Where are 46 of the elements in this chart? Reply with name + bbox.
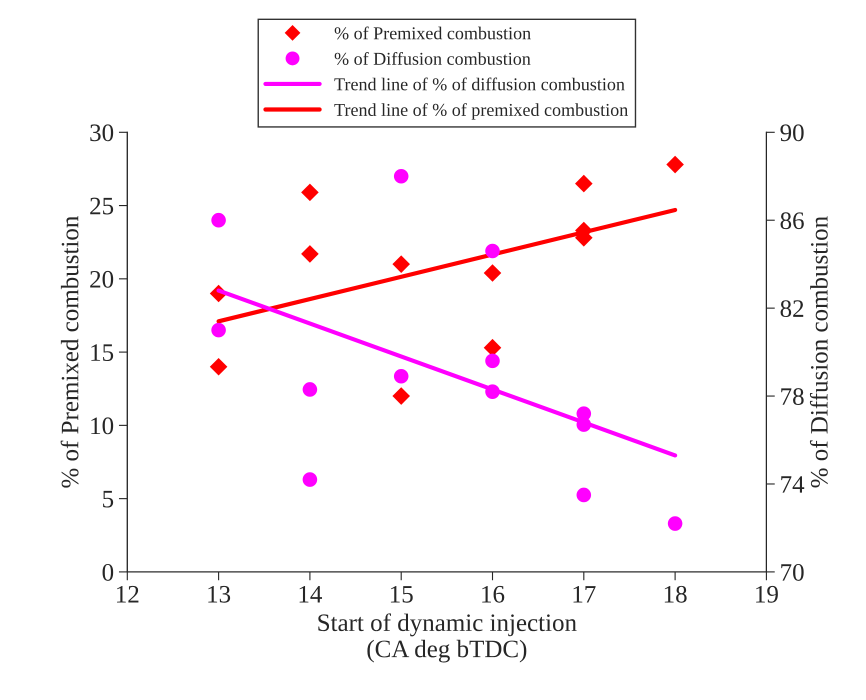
x-tick-label: 19 <box>756 586 778 603</box>
legend-label: % of Diffusion combustion <box>334 52 531 65</box>
point <box>575 174 593 192</box>
point <box>394 168 408 184</box>
point <box>394 368 408 384</box>
point <box>484 264 502 282</box>
x-axis-title: Start of dynamic injection (CA deg bTDC) <box>318 613 577 663</box>
y-tick-label: 30 <box>90 124 114 142</box>
x-tick-label: 14 <box>300 586 322 602</box>
x-tick-label: 16 <box>482 586 504 603</box>
point <box>485 244 500 258</box>
point <box>485 354 500 368</box>
y2-tick-label: 90 <box>780 124 804 142</box>
x-tick-label: 18 <box>664 586 687 603</box>
x-tick-label: 12 <box>117 586 138 602</box>
point <box>302 382 318 397</box>
legend-label: Trend line of % of premixed combustion <box>334 103 628 120</box>
y-tick-label: 0 <box>102 564 114 581</box>
x-tick-label: 15 <box>390 586 413 603</box>
point <box>302 472 318 487</box>
point <box>211 212 226 228</box>
legend-label: % of Premixed combustion <box>334 26 531 40</box>
point <box>211 322 226 338</box>
point <box>301 245 319 263</box>
point <box>666 156 684 174</box>
y2-tick-label: 70 <box>781 564 804 581</box>
x-tick-label: 17 <box>574 586 596 602</box>
point <box>210 358 228 376</box>
point <box>301 184 319 202</box>
point <box>668 516 682 531</box>
y-tick-label: 5 <box>103 490 114 508</box>
x-tick-label: 13 <box>208 586 230 603</box>
y-tick-label: 25 <box>90 198 114 214</box>
y2-tick-label: 82 <box>780 300 804 318</box>
y-tick-label: 20 <box>90 270 114 288</box>
point <box>392 387 410 405</box>
y-tick-label: 15 <box>91 344 114 362</box>
y2-tick-label: 86 <box>780 212 804 230</box>
legend-label: Trend line of % of diffusion combustion <box>334 78 625 90</box>
point <box>392 255 410 273</box>
point <box>576 488 592 502</box>
y2-tick-label: 78 <box>781 388 804 405</box>
y-axis-title: % of Premixed combustion <box>60 216 79 488</box>
y-tick-label: 10 <box>91 417 114 434</box>
y2-axis-title: % of Diffusion combustion <box>810 216 828 488</box>
y2-tick-label: 74 <box>781 476 804 493</box>
